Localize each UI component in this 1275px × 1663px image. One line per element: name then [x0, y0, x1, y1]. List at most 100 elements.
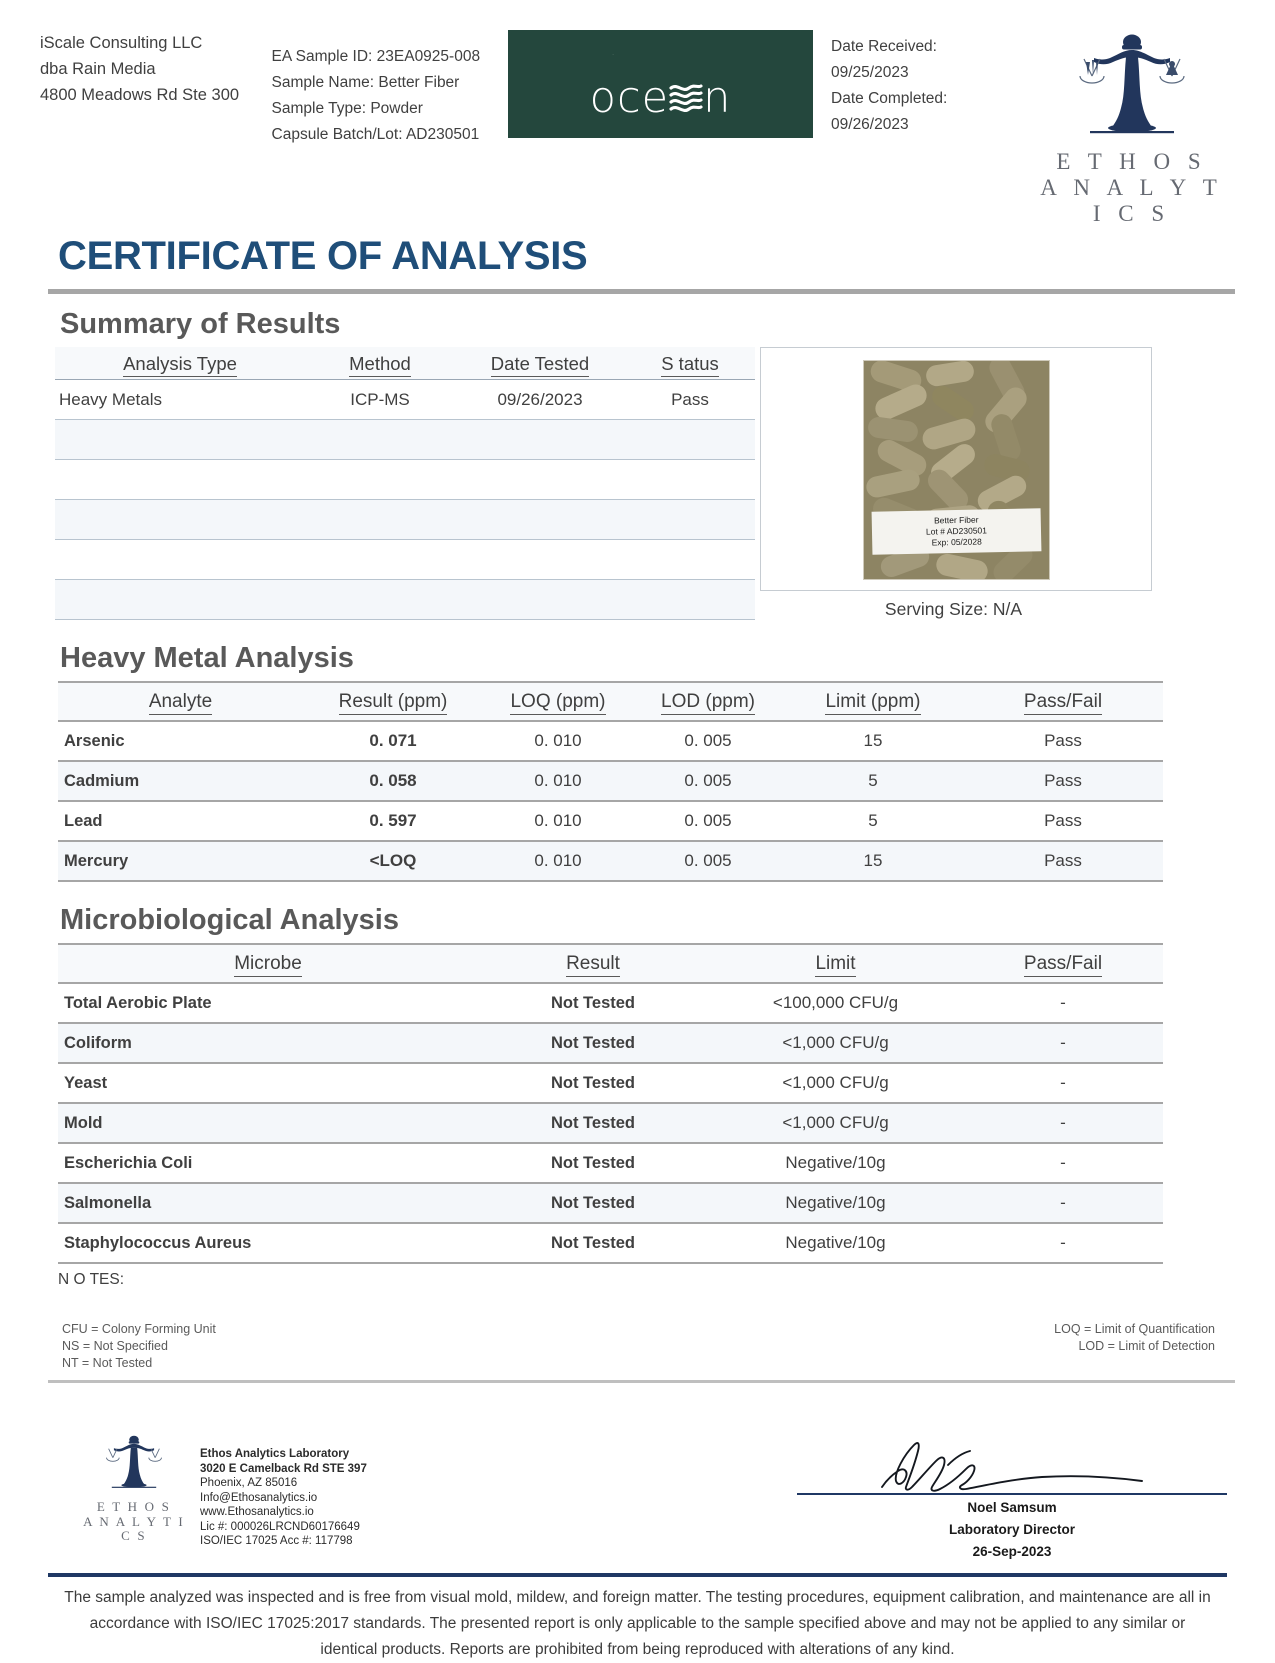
ocean-wordmark: oce n	[508, 72, 813, 123]
micro-cell-passfail: -	[963, 1143, 1163, 1185]
client-address-block: iScale Consulting LLC dba Rain Media 480…	[40, 30, 272, 108]
micro-cell-result: Not Tested	[478, 1023, 708, 1065]
micro-cell-microbe: Staphylococcus Aureus	[58, 1223, 478, 1265]
hm-cell-limit: 15	[783, 721, 963, 763]
serving-size: Serving Size: N/A	[884, 599, 1023, 620]
client-dba: dba Rain Media	[40, 60, 156, 78]
summary-table: Analysis Type Method Date Tested S tatus…	[55, 347, 755, 621]
hm-cell-passfail: Pass	[963, 841, 1163, 883]
summary-col-date-tested: Date Tested	[455, 347, 625, 381]
signer-role: Laboratory Director	[948, 1522, 1076, 1538]
document-header: iScale Consulting LLC dba Rain Media 480…	[0, 0, 1275, 226]
micro-cell-passfail: -	[963, 1223, 1163, 1265]
table-row: Yeast Not Tested <1,000 CFU/g -	[58, 1063, 1163, 1105]
footer-divider	[48, 1380, 1235, 1384]
micro-cell-limit: <1,000 CFU/g	[708, 1023, 963, 1065]
scales-of-justice-icon	[1078, 34, 1185, 134]
title-divider	[48, 289, 1235, 295]
table-row: Salmonella Not Tested Negative/10g -	[58, 1183, 1163, 1225]
table-row: Total Aerobic Plate Not Tested <100,000 …	[58, 983, 1163, 1025]
hm-cell-result: 0. 597	[303, 801, 483, 843]
summary-cell-method	[305, 499, 455, 541]
summary-cell-status	[625, 579, 755, 621]
summary-col-status: S tatus	[625, 347, 755, 381]
scales-of-justice-icon	[106, 1435, 162, 1489]
micro-cell-passfail: -	[963, 1063, 1163, 1105]
lab-street: 3020 E Camelback Rd STE 397	[200, 1462, 367, 1475]
micro-cell-limit: Negative/10g	[708, 1143, 963, 1185]
summary-section: Analysis Type Method Date Tested S tatus…	[0, 347, 1275, 621]
summary-table-header-row: Analysis Type Method Date Tested S tatus	[55, 347, 755, 381]
legend-cfu: CFU = Colony Forming Unit	[62, 1322, 216, 1337]
micro-col-result: Result	[478, 943, 708, 985]
lab-website[interactable]: www.Ethosanalytics.io	[200, 1506, 314, 1519]
legend-loq: LOQ = Limit of Quantification	[1054, 1322, 1215, 1337]
product-label: Better Fiber Lot # AD230501 Exp: 05/2028	[871, 508, 1041, 556]
hm-cell-limit: 5	[783, 761, 963, 803]
hm-cell-analyte: Cadmium	[58, 761, 303, 803]
summary-cell-date	[455, 579, 625, 621]
summary-heading: Summary of Results	[60, 308, 341, 341]
summary-cell-date	[455, 539, 625, 581]
table-row: Mold Not Tested <1,000 CFU/g -	[58, 1103, 1163, 1145]
summary-cell-method: ICP-MS	[305, 379, 455, 421]
micro-col-passfail: Pass/Fail	[963, 943, 1163, 985]
signature-line	[797, 1493, 1227, 1496]
micro-cell-microbe: Coliform	[58, 1023, 478, 1065]
client-street: 4800 Meadows Rd Ste 300	[40, 86, 240, 104]
lab-city-state-zip: Phoenix, AZ 85016	[200, 1477, 298, 1490]
abbreviation-legend: CFU = Colony Forming Unit NS = Not Speci…	[62, 1321, 1215, 1372]
micro-cell-limit: <1,000 CFU/g	[708, 1063, 963, 1105]
signature-block: Noel Samsum Laboratory Director 26-Sep-2…	[797, 1431, 1227, 1561]
summary-cell-type	[55, 419, 305, 461]
summary-cell-type	[55, 539, 305, 581]
product-photo: Better Fiber Lot # AD230501 Exp: 05/2028	[862, 360, 1050, 581]
bottom-divider	[48, 1573, 1227, 1577]
date-received-label: Date Received:	[831, 38, 937, 55]
summary-col-analysis-type: Analysis Type	[55, 347, 305, 381]
ocean-word-part1: oce	[589, 73, 670, 123]
product-label-line3: Exp: 05/2028	[931, 536, 982, 548]
product-photo-panel: Better Fiber Lot # AD230501 Exp: 05/2028	[760, 347, 1152, 592]
notes-label: N O TES:	[58, 1271, 125, 1289]
date-received-value: 09/25/2023	[831, 64, 909, 81]
legend-nt: NT = Not Tested	[62, 1356, 153, 1371]
legend-lod: LOD = Limit of Detection	[1078, 1339, 1215, 1354]
sample-id: EA Sample ID: 23EA0925-008	[271, 48, 481, 65]
client-name: iScale Consulting LLC	[40, 34, 203, 52]
disclaimer-text: The sample analyzed was inspected and is…	[64, 1588, 1211, 1658]
legend-ns: NS = Not Specified	[62, 1339, 168, 1354]
ethos-logo-line1: E T H O S	[1056, 149, 1207, 174]
signature-image	[881, 1442, 1143, 1492]
hm-cell-analyte: Lead	[58, 801, 303, 843]
micro-cell-result: Not Tested	[478, 1223, 708, 1265]
table-row: Mercury <LOQ 0. 010 0. 005 15 Pass	[58, 841, 1163, 883]
heavy-metals-header-row: Analyte Result (ppm) LOQ (ppm) LOD (ppm)…	[58, 681, 1163, 723]
sample-info-block: EA Sample ID: 23EA0925-008 Sample Name: …	[272, 30, 508, 148]
ocean-word-part2: n	[703, 73, 732, 123]
micro-cell-microbe: Total Aerobic Plate	[58, 983, 478, 1025]
hm-col-limit: Limit (ppm)	[783, 681, 963, 723]
table-row: Staphylococcus Aureus Not Tested Negativ…	[58, 1223, 1163, 1265]
ocean-organics-logo: ORGANICS oce n	[508, 30, 814, 138]
hm-col-passfail: Pass/Fail	[963, 681, 1163, 723]
table-row: Cadmium 0. 058 0. 010 0. 005 5 Pass	[58, 761, 1163, 803]
micro-cell-microbe: Escherichia Coli	[58, 1143, 478, 1185]
ethos-logo-text: E T H O S A N A L Y T I C S	[1028, 149, 1235, 226]
hm-cell-lod: 0. 005	[633, 841, 783, 883]
hm-cell-analyte: Arsenic	[58, 721, 303, 763]
micro-cell-microbe: Yeast	[58, 1063, 478, 1105]
hm-cell-passfail: Pass	[963, 761, 1163, 803]
hm-cell-passfail: Pass	[963, 801, 1163, 843]
micro-cell-passfail: -	[963, 1023, 1163, 1065]
summary-cell-date	[455, 499, 625, 541]
micro-cell-limit: Negative/10g	[708, 1183, 963, 1225]
lab-email[interactable]: Info@Ethosanalytics.io	[200, 1491, 318, 1504]
summary-cell-type	[55, 459, 305, 501]
dates-block: Date Received: 09/25/2023 Date Completed…	[813, 30, 1028, 138]
table-row: Heavy Metals ICP-MS 09/26/2023 Pass	[55, 379, 755, 421]
summary-cell-date	[455, 419, 625, 461]
table-row: Escherichia Coli Not Tested Negative/10g…	[58, 1143, 1163, 1185]
summary-cell-type	[55, 579, 305, 621]
